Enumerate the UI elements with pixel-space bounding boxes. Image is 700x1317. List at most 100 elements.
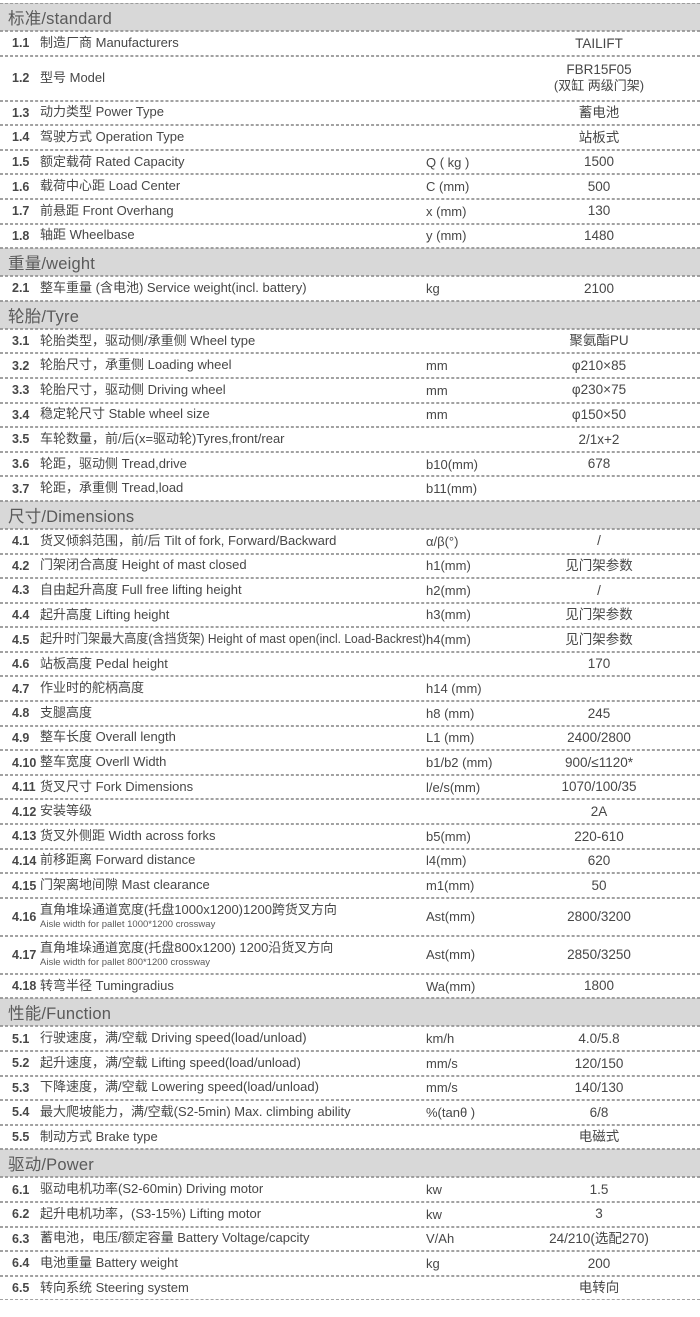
row-unit: b10(mm) [426,456,479,472]
row-unit: b11(mm) [426,481,478,497]
row-unit: h3(mm) [426,607,471,623]
row-label: 电池重量 Battery weight [40,1252,426,1275]
row-unit: mm [426,407,448,423]
row-label: 支腿高度 [40,702,426,725]
row-label: 直角堆垛通道宽度(托盘800x1200) 1200沿货叉方向 Aisle widt… [40,937,426,973]
row-index: 1.5 [12,155,30,170]
row-value: 4.0/5.8 [502,1030,700,1048]
row-label-text: 货叉尺寸 Fork Dimensions [40,778,194,794]
table-row: 4.6 站板高度 Pedal height 170 [0,651,700,677]
row-label: 动力类型 Power Type [40,102,426,125]
row-value-text: 620 [587,853,611,869]
row-unit: l4(mm) [426,853,467,869]
row-value-text: 6/8 [589,1104,609,1120]
row-index: 1.7 [12,204,30,219]
row-unit: km/h [426,1031,455,1047]
row-index: 6.2 [12,1207,30,1222]
row-index: 4.3 [12,583,30,598]
row-label-text: 轴距 Wheelbase [40,227,135,243]
table-row: 4.18 转弯半径 Tumingradius Wa(mm) 1800 [0,973,700,999]
table-row: 4.4 起升高度 Lifting height h3(mm) 见门架参数 [0,602,700,628]
row-index: 4.11 [12,780,36,795]
table-row: 3.5 车轮数量，前/后(x=驱动轮)Tyres,front/rear 2/1x+2 [0,427,700,452]
row-index: 1.2 [12,71,30,86]
table-row: 1.6 载荷中心距 Load Center C (mm) 500 [0,174,700,199]
table-row: 4.12 安装等级 2A [0,799,700,825]
row-index: 4.5 [12,632,30,647]
row-value-text: 3 [595,1206,603,1222]
row-label-text: 货叉倾斜范围，前/后 Tilt of fork, Forward/Backwar… [40,532,337,548]
row-unit: C (mm) [426,179,470,195]
row-value: 蓄电池 [502,104,700,122]
table-row: 1.4 驾驶方式 Operation Type 站板式 [0,125,700,150]
table-row: 6.4 电池重量 Battery weight kg 200 [0,1251,700,1276]
row-label-text: 轮胎尺寸，驱动侧 Driving wheel [40,381,226,397]
row-value-text: 2400/2800 [567,730,631,746]
row-label-text: 站板高度 Pedal height [40,655,168,671]
row-label: 整车长度 Overall length [40,727,426,750]
row-label-text: 驾驶方式 Operation Type [40,129,185,145]
section-title: 驱动/Power [8,1156,94,1175]
row-value: 2800/3200 [502,908,700,926]
section-title: 标准/standard [8,10,112,28]
row-value-text: 2850/3250 [567,947,631,963]
row-label: 制造厂商 Manufacturers [40,32,426,55]
row-unit: h8 (mm) [426,705,475,721]
row-unit: b1/b2 (mm) [426,755,493,771]
row-value: 见门架参数 [502,631,700,649]
row-index: 4.13 [12,829,37,844]
row-index: 4.6 [12,657,30,672]
row-value: 200 [502,1255,700,1273]
row-label: 型号 Model [40,57,426,100]
row-value: 1070/100/35 [502,778,700,796]
row-value-text: 120/150 [574,1055,624,1071]
table-row: 5.1 行驶速度，满/空载 Driving speed(load/unload) k… [0,1026,700,1051]
row-label: 起升速度，满/空载 Lifting speed(load/unload) [40,1052,426,1075]
row-value: φ230×75 [502,381,700,399]
table-row: 3.7 轮距，承重侧 Tread,load b11(mm) [0,476,700,501]
row-label-text: 驱动电机功率(S2-60min) Driving motor [40,1181,264,1197]
row-value: / [502,532,700,550]
row-index: 3.1 [12,334,30,349]
row-value-text: TAILIFT [575,35,623,51]
row-label: 制动方式 Brake type [40,1126,426,1149]
row-label: 轮距，驱动侧 Tread,drive [40,453,426,476]
row-index: 3.2 [12,358,30,373]
table-row: 4.2 门架闭合高度 Height of mast closed h1(mm) 见门架… [0,553,700,579]
row-label-text: 整车宽度 Overll Width [40,754,167,770]
row-value-text: 1800 [583,978,615,994]
row-label-text: 额定载荷 Rated Capacity [40,153,185,169]
row-label: 自由起升高度 Full free lifting height [40,579,426,602]
row-label: 轮距，承重侧 Tread,load [40,477,426,500]
row-index: 1.4 [12,130,30,145]
table-row: 3.2 轮胎尺寸，承重侧 Loading wheel mm φ210×85 [0,353,700,378]
table-row: 4.14 前移距离 Forward distance l4(mm) 620 [0,848,700,874]
row-index: 4.7 [12,681,30,696]
row-value: 245 [502,705,700,723]
row-value: 50 [502,877,700,895]
row-index: 3.3 [12,383,30,398]
row-index: 6.5 [12,1281,30,1296]
row-value-text: 2A [590,803,608,819]
row-label-text: 整车长度 Overall length [40,729,176,745]
table-row: 5.5 制动方式 Brake type 电磁式 [0,1124,700,1150]
row-label: 安装等级 [40,800,426,823]
table-row: 1.2 型号 Model FBR15F05 (双缸 两级门架) [0,55,700,101]
row-value: 3 [502,1205,700,1223]
row-label-text: 稳定轮尺寸 Stable wheel size [40,406,210,422]
row-value-text: 电磁式 [578,1129,620,1145]
row-value: 2100 [502,280,700,298]
row-index: 1.8 [12,228,30,243]
table-row: 4.9 整车长度 Overall length L1 (mm) 2400/2800 [0,725,700,751]
row-value: 120/150 [502,1055,700,1073]
row-value-text: φ150×50 [571,407,627,423]
row-value: / [502,582,700,600]
row-label: 站板高度 Pedal height [40,653,426,676]
row-label-text: 自由起升高度 Full free lifting height [40,581,242,597]
row-label-text: 前悬距 Front Overhang [40,202,174,218]
row-unit: V/Ah [426,1231,455,1247]
table-row: 1.3 动力类型 Power Type 蓄电池 [0,100,700,126]
table-row: 1.8 轴距 Wheelbase y (mm) 1480 [0,223,700,249]
row-index: 4.2 [12,558,30,573]
